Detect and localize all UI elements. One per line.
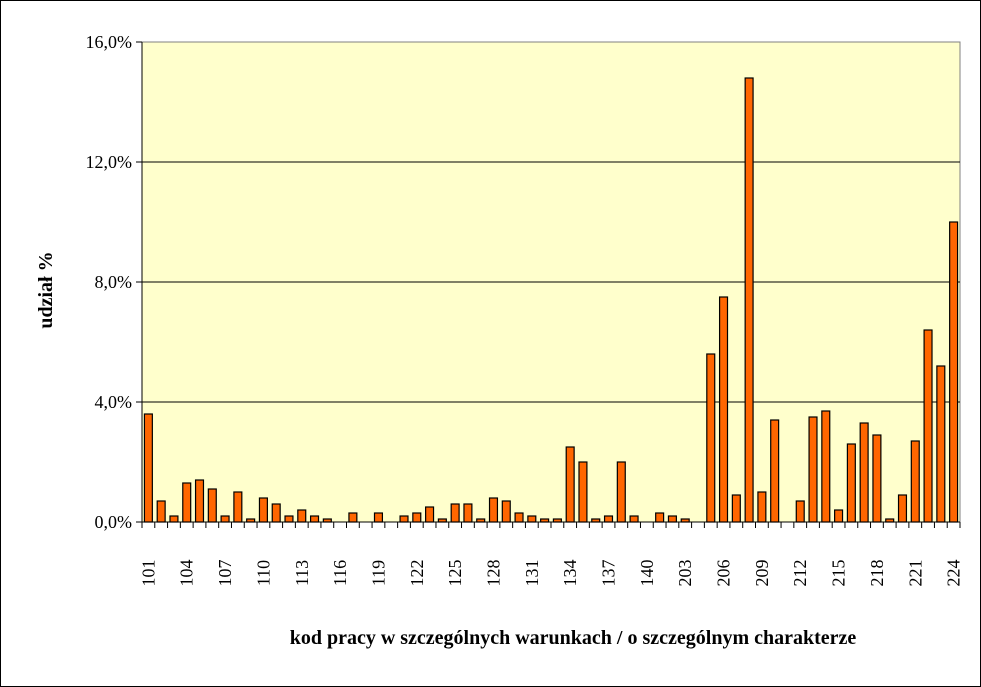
bar-216 bbox=[846, 443, 856, 523]
x-tick-label: 137 bbox=[599, 560, 619, 587]
x-tick-label: 221 bbox=[905, 560, 925, 587]
bar-123 bbox=[425, 506, 435, 523]
bar-209 bbox=[757, 491, 767, 523]
bar-138 bbox=[616, 461, 626, 523]
bar-208 bbox=[744, 77, 754, 523]
bar-214 bbox=[821, 410, 831, 523]
y-tick-label: 16,0% bbox=[86, 32, 133, 52]
x-tick-label: 128 bbox=[483, 560, 503, 587]
y-axis-label: udział % bbox=[35, 251, 57, 328]
bar-131 bbox=[527, 515, 537, 523]
x-tick-label: 122 bbox=[407, 560, 427, 587]
x-tick-label: 119 bbox=[368, 560, 388, 586]
bar-102 bbox=[156, 500, 166, 523]
x-axis-label: kod pracy w szczególnych warunkach / o s… bbox=[290, 627, 857, 649]
bar-130 bbox=[514, 512, 524, 523]
x-tick-label: 215 bbox=[829, 560, 849, 587]
bar-101 bbox=[143, 413, 153, 523]
bar-121 bbox=[399, 515, 409, 523]
x-tick-label: 209 bbox=[752, 560, 772, 587]
bar-119 bbox=[373, 512, 384, 523]
bar-224 bbox=[949, 221, 959, 523]
bar-135 bbox=[578, 461, 588, 523]
x-tick-label: 203 bbox=[675, 560, 695, 587]
x-tick-label: 110 bbox=[253, 560, 273, 586]
x-tick-label: 131 bbox=[522, 560, 542, 587]
x-tick-label: 101 bbox=[138, 560, 158, 587]
bar-137 bbox=[603, 515, 614, 523]
bars bbox=[143, 77, 959, 523]
bar-111 bbox=[271, 503, 281, 523]
x-tick-label: 212 bbox=[790, 560, 810, 587]
x-tick-label: 134 bbox=[560, 560, 580, 587]
bar-125 bbox=[450, 503, 460, 523]
x-tick-label: 113 bbox=[292, 560, 312, 586]
bar-105 bbox=[194, 479, 205, 523]
x-tick-label: 218 bbox=[867, 560, 887, 587]
x-tick-labels: 101 104 107 110 113 116 119 122 125 128 131 134 137 1… bbox=[138, 560, 963, 587]
bar-223 bbox=[936, 365, 946, 523]
bar-104 bbox=[182, 482, 192, 523]
bar-134 bbox=[565, 446, 575, 523]
bar-112 bbox=[284, 515, 294, 523]
bar-222 bbox=[923, 329, 933, 523]
bar-212 bbox=[795, 500, 805, 523]
bar-218 bbox=[872, 434, 882, 523]
y-tick-labels: 0,0% 4,0% 8,0% 12,0% 16,0% bbox=[86, 32, 133, 532]
x-tick-label: 116 bbox=[330, 560, 350, 586]
bar-217 bbox=[859, 422, 869, 523]
y-tick-label: 12,0% bbox=[86, 152, 133, 172]
bar-106 bbox=[207, 488, 217, 523]
bar-202 bbox=[667, 515, 677, 523]
bar-110 bbox=[258, 497, 268, 523]
bar-207 bbox=[731, 494, 741, 523]
x-tick-label: 104 bbox=[177, 560, 197, 587]
x-tick-label: 140 bbox=[637, 560, 657, 587]
y-tick-label: 4,0% bbox=[95, 392, 133, 412]
bar-201 bbox=[655, 512, 665, 523]
x-tick-label: 206 bbox=[714, 560, 734, 587]
bar-117 bbox=[348, 512, 358, 523]
y-tick-label: 8,0% bbox=[95, 272, 133, 292]
gridlines bbox=[142, 161, 960, 403]
y-tick-label: 0,0% bbox=[95, 512, 133, 532]
bar-213 bbox=[808, 416, 818, 523]
x-tick-label: 224 bbox=[944, 560, 964, 587]
bar-113 bbox=[297, 509, 307, 523]
bar-108 bbox=[233, 491, 243, 523]
bar-103 bbox=[169, 515, 179, 523]
bar-126 bbox=[463, 503, 473, 523]
bar-129 bbox=[501, 500, 511, 523]
bar-205 bbox=[706, 353, 716, 523]
bar-114 bbox=[309, 515, 320, 523]
bar-128 bbox=[488, 497, 499, 523]
bar-215 bbox=[834, 509, 844, 523]
axes bbox=[136, 41, 961, 528]
bar-206 bbox=[718, 296, 729, 523]
bar-107 bbox=[220, 515, 230, 523]
bar-220 bbox=[897, 494, 908, 523]
x-tick-label: 107 bbox=[215, 560, 235, 587]
bar-139 bbox=[629, 515, 639, 523]
bar-122 bbox=[412, 512, 422, 523]
bar-210 bbox=[770, 419, 780, 523]
x-tick-label: 125 bbox=[445, 560, 465, 587]
bar-221 bbox=[910, 440, 920, 523]
